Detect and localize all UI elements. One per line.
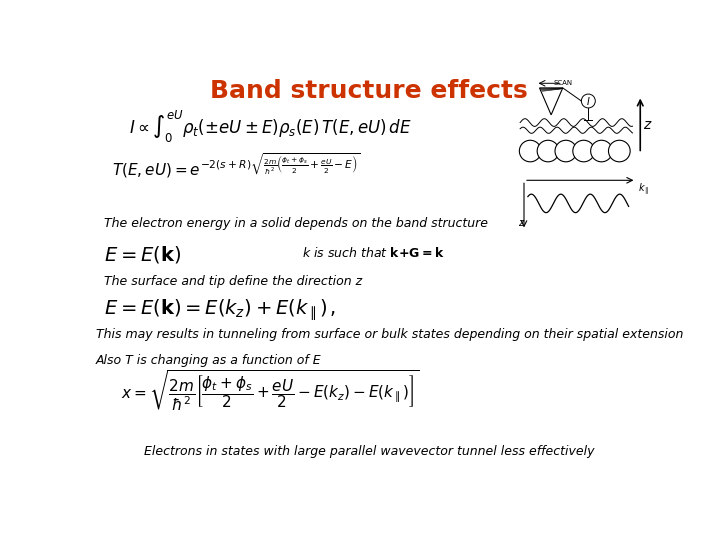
Text: Electrons in states with large parallel wavevector tunnel less effectively: Electrons in states with large parallel … [144, 446, 594, 458]
Circle shape [555, 140, 577, 162]
Text: SCAN: SCAN [553, 80, 572, 86]
Text: $I \propto \int_{0}^{eU} \rho_t(\pm eU \pm E)\rho_s(E)\,T(E,eU)\,dE$: $I \propto \int_{0}^{eU} \rho_t(\pm eU \… [129, 109, 412, 145]
Circle shape [590, 140, 612, 162]
Text: The surface and tip define the direction z: The surface and tip define the direction… [104, 275, 362, 288]
Text: The electron energy in a solid depends on the band structure: The electron energy in a solid depends o… [104, 217, 488, 230]
Text: $k$ is such that $\mathbf{k{+}G{=}k}$: $k$ is such that $\mathbf{k{+}G{=}k}$ [302, 246, 445, 260]
Text: $T(E,eU) = e^{-2(s+R)\sqrt{\frac{2m}{\hbar^2}\left(\frac{\phi_t+\phi_s}{2}+\frac: $T(E,eU) = e^{-2(s+R)\sqrt{\frac{2m}{\hb… [112, 152, 361, 180]
Text: Also T is changing as a function of E: Also T is changing as a function of E [96, 354, 321, 367]
Circle shape [573, 140, 595, 162]
Circle shape [519, 140, 541, 162]
Text: z: z [644, 118, 651, 132]
Text: z: z [518, 218, 523, 228]
Text: $k_\parallel$: $k_\parallel$ [638, 182, 649, 198]
Text: This may results in tunneling from surface or bulk states depending on their spa: This may results in tunneling from surfa… [96, 328, 683, 341]
Text: $E = E(\mathbf{k}) = E(k_z) + E(k_\parallel)\,,$: $E = E(\mathbf{k}) = E(k_z) + E(k_\paral… [104, 298, 336, 323]
Text: Band structure effects: Band structure effects [210, 79, 528, 103]
Circle shape [608, 140, 630, 162]
Circle shape [537, 140, 559, 162]
Text: $x = \sqrt{\dfrac{2m}{\hbar^2}\left[\dfrac{\phi_t+\phi_s}{2}+\dfrac{eU}{2}-E(k_z: $x = \sqrt{\dfrac{2m}{\hbar^2}\left[\dfr… [121, 368, 419, 413]
Text: $I$: $I$ [586, 95, 590, 107]
Text: $E = E(\mathbf{k})$: $E = E(\mathbf{k})$ [104, 244, 181, 265]
